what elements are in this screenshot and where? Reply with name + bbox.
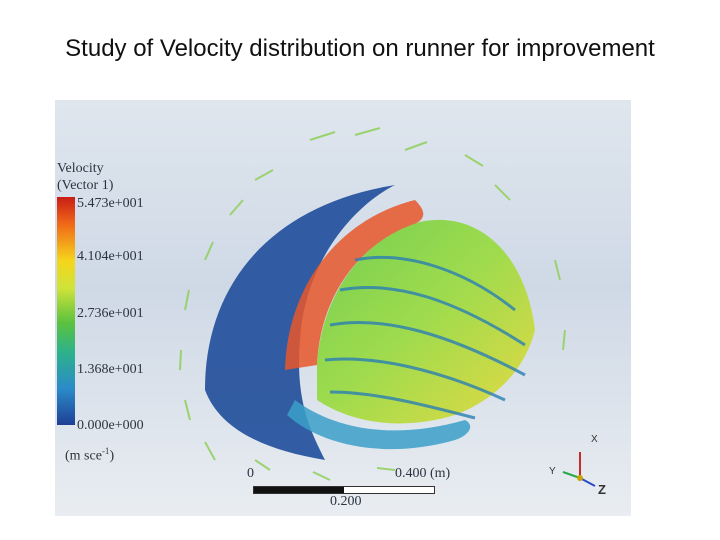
scale-start-label: 0 xyxy=(247,466,254,481)
scale-bar xyxy=(253,486,435,494)
legend-unit: (m sce-1) xyxy=(65,446,114,465)
legend-title-line2: (Vector 1) xyxy=(57,178,114,193)
legend-unit-sup: -1 xyxy=(101,446,110,456)
legend-unit-close: ) xyxy=(109,448,115,464)
scale-mid-label: 0.200 xyxy=(330,494,362,509)
velocity-arrows xyxy=(179,127,566,481)
lower-blade-region xyxy=(287,400,471,450)
runner-channel-region xyxy=(317,219,535,424)
legend-title-line1: Velocity xyxy=(57,161,104,176)
axis-y-label: Y xyxy=(549,466,556,477)
axis-z-label: Z xyxy=(598,482,606,497)
legend-tick: 4.104e+001 xyxy=(77,249,144,264)
legend-tick: 0.000e+000 xyxy=(77,418,144,433)
high-velocity-band xyxy=(285,200,424,370)
velocity-vector-figure: Velocity (Vector 1) 5.473e+001 4.104e+00… xyxy=(55,100,631,516)
legend-unit-text: (m sce xyxy=(65,448,102,464)
legend-tick: 1.368e+001 xyxy=(77,362,144,377)
runner-vector-plot xyxy=(179,127,596,487)
axis-triad xyxy=(562,452,596,487)
legend-title: Velocity (Vector 1) xyxy=(57,160,113,194)
legend-tick: 2.736e+001 xyxy=(77,306,144,321)
scale-end-label: 0.400 (m) xyxy=(395,466,451,481)
legend-tick: 5.473e+001 xyxy=(77,196,144,211)
slide-title: Study of Velocity distribution on runner… xyxy=(65,35,655,62)
velocity-colorbar xyxy=(57,197,75,425)
blade-separators xyxy=(324,256,526,420)
axis-x-label: X xyxy=(591,434,598,445)
